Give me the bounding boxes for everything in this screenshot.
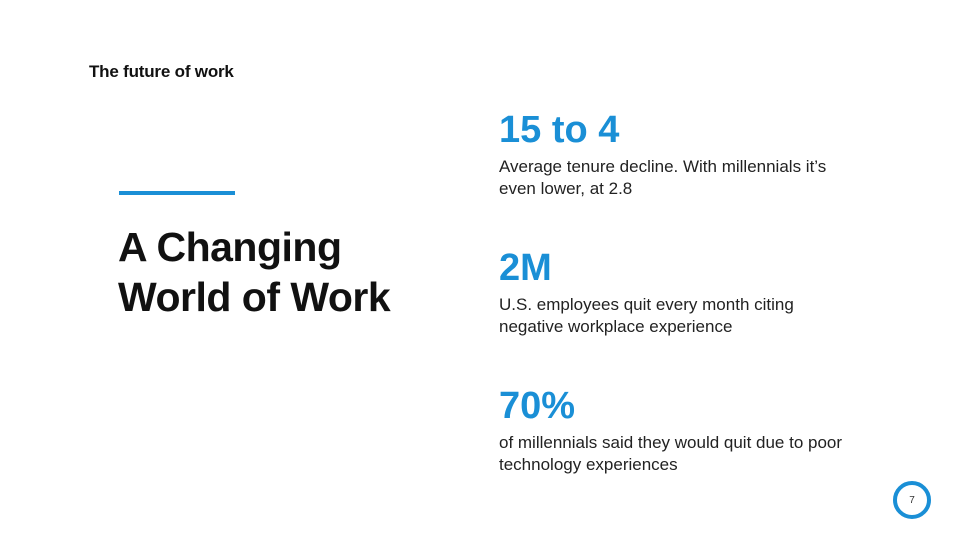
stat-description: Average tenure decline. With millennials… <box>499 156 899 200</box>
stat-description-line: of millennials said they would quit due … <box>499 433 843 452</box>
stat-description-line: Average tenure decline. With millennials… <box>499 157 827 176</box>
stat-block-tenure: 15 to 4 Average tenure decline. With mil… <box>499 110 899 200</box>
stat-value: 15 to 4 <box>499 109 620 151</box>
stat-block-millennials: 70% of millennials said they would quit … <box>499 386 899 476</box>
stat-description-line: negative workplace experience <box>499 317 733 336</box>
slide-headline: A Changing World of Work <box>118 222 391 322</box>
page-number-badge: 7 <box>893 481 931 519</box>
stat-description: of millennials said they would quit due … <box>499 432 899 476</box>
slide-header-title: The future of work <box>89 62 234 81</box>
stat-description-line: even lower, at 2.8 <box>499 179 633 198</box>
stat-block-quits: 2M U.S. employees quit every month citin… <box>499 248 899 338</box>
stat-description-line: technology experiences <box>499 455 678 474</box>
stat-value: 70% <box>499 385 576 427</box>
accent-rule <box>119 191 235 195</box>
stat-description: U.S. employees quit every month citing n… <box>499 294 899 338</box>
stat-value: 2M <box>499 247 552 289</box>
stat-description-line: U.S. employees quit every month citing <box>499 295 794 314</box>
headline-line-1: A Changing <box>118 224 342 270</box>
headline-line-2: World of Work <box>118 274 391 320</box>
